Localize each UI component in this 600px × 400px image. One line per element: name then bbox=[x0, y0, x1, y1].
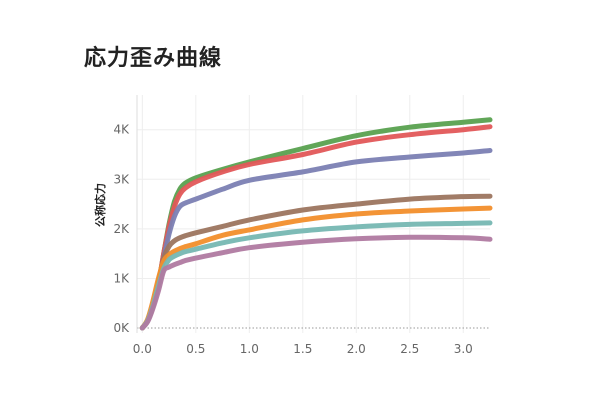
y-tick-label: 2K bbox=[113, 222, 130, 236]
x-tick-label: 0.5 bbox=[186, 342, 205, 356]
series-line-7[interactable] bbox=[139, 234, 493, 331]
chart-title: 応力歪み曲線 bbox=[84, 46, 223, 71]
axis-layer: 0.0 0.5 1.0 1.5 2.0 2.5 3.0 0K 1K 2K 3K 4K bbox=[113, 95, 473, 356]
y-axis-label: 公称応力 bbox=[93, 183, 107, 227]
y-tick-label: 4K bbox=[113, 123, 130, 137]
x-tick-label: 2.0 bbox=[347, 342, 366, 356]
x-tick-label: 1.5 bbox=[293, 342, 312, 356]
x-tick-label: 0.0 bbox=[133, 342, 152, 356]
x-tick-label: 3.0 bbox=[454, 342, 473, 356]
x-tick-label: 2.5 bbox=[400, 342, 419, 356]
series-layer bbox=[139, 117, 493, 331]
y-tick-label: 0K bbox=[113, 321, 130, 335]
y-tick-label: 3K bbox=[113, 172, 130, 186]
x-tick-label: 1.0 bbox=[240, 342, 259, 356]
y-tick-label: 1K bbox=[113, 271, 130, 285]
